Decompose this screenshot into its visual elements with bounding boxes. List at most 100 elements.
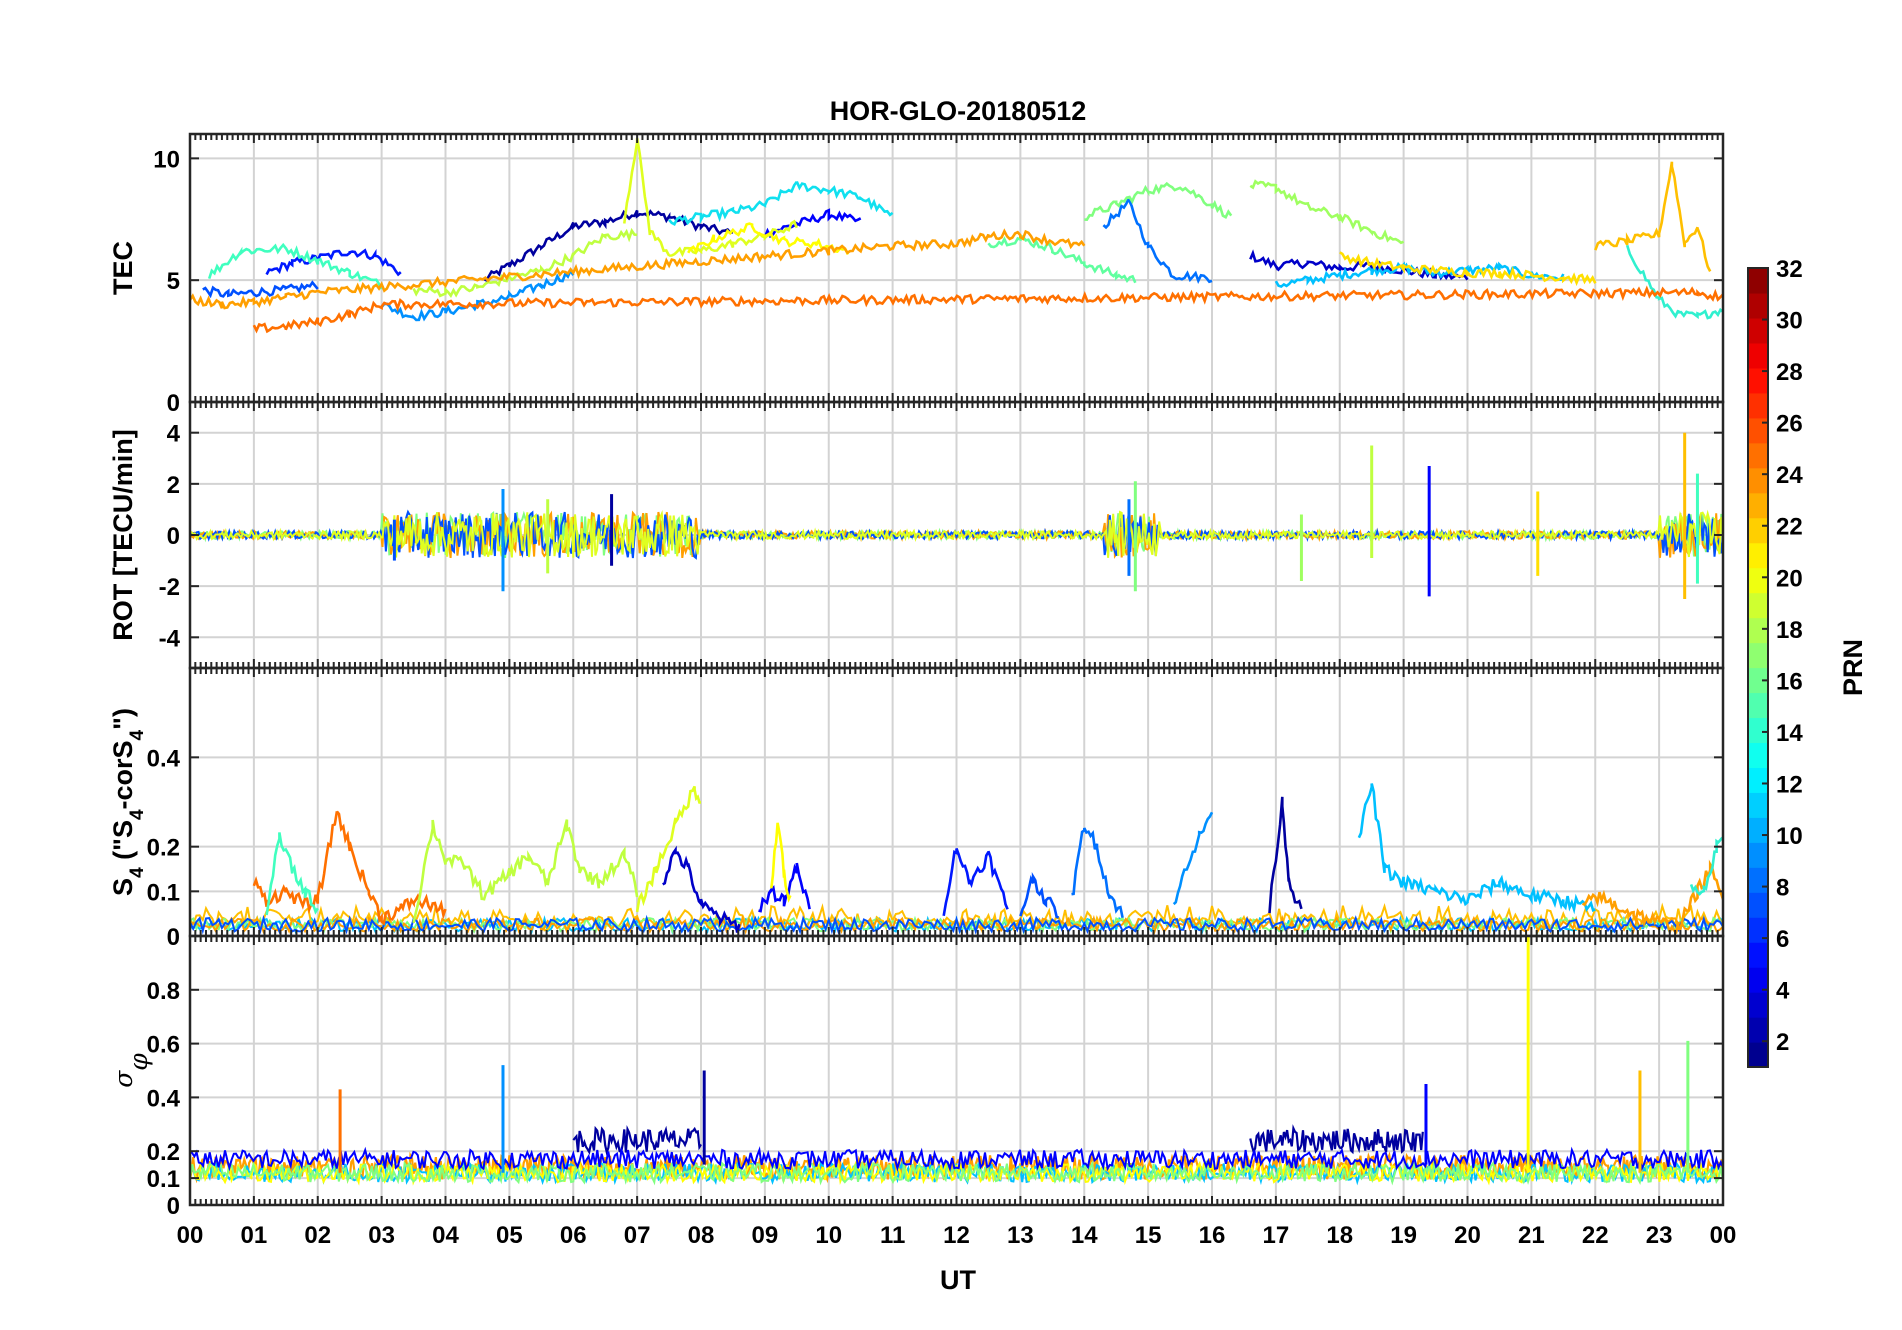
tec-series-prn-23 <box>190 228 1086 310</box>
panel-tec-data <box>190 137 1723 334</box>
s4-series-prn-5 <box>942 848 1009 917</box>
colorbar-swatch <box>1748 492 1768 519</box>
colorbar-swatch <box>1748 292 1768 319</box>
y-tick-label: -2 <box>159 574 180 601</box>
colorbar-tick-label: 10 <box>1776 823 1803 850</box>
colorbar-swatch <box>1748 667 1768 694</box>
colorbar-swatch <box>1748 367 1768 394</box>
panel-sigma_phi: 00.10.2 0.4 0.6 0.8 σφ <box>109 934 1725 1220</box>
x-tick-label: 02 <box>304 1222 331 1249</box>
s4-series-prn-6 <box>1019 871 1060 919</box>
colorbar-frame <box>1747 267 1769 1068</box>
colorbar-label: PRN <box>1838 639 1868 696</box>
x-tick-label: 17 <box>1263 1222 1290 1249</box>
y-tick-label: 5 <box>167 268 180 295</box>
colorbar-swatch <box>1748 392 1768 419</box>
sigma-band-prn-1 <box>1249 1124 1424 1155</box>
tec-series-prn-14 <box>207 242 383 290</box>
y-tick-label: 0 <box>167 523 180 550</box>
x-tick-label: 20 <box>1454 1222 1481 1249</box>
s4-series-prn-18 <box>412 819 639 924</box>
colorbar-swatch <box>1748 517 1768 544</box>
y-tick-label: 0.6 <box>147 1032 180 1059</box>
s4-series-prn-24 <box>252 810 447 927</box>
s4-series-prn-13 <box>1689 836 1723 896</box>
colorbar-swatch <box>1748 792 1768 818</box>
tec-series-prn-4 <box>763 208 862 239</box>
x-tick-label: 19 <box>1390 1222 1417 1249</box>
colorbar-swatch <box>1748 942 1768 968</box>
colorbar-swatch <box>1748 717 1768 744</box>
panel-rot: -4 -2 0 2 4 ROT [TECU/min] <box>108 400 1725 670</box>
s4-series-prn-20 <box>770 822 792 903</box>
x-tick-label: 23 <box>1646 1222 1673 1249</box>
x-tick-label: 10 <box>815 1222 842 1249</box>
y-axis-label-sigma_phi: σφ <box>109 1053 153 1088</box>
x-tick-label: 16 <box>1199 1222 1226 1249</box>
y-tick-label: 4 <box>167 421 181 448</box>
y-tick-label: 0.2 <box>147 835 180 862</box>
tec-series-prn-9 <box>380 267 575 322</box>
panel-rot-data <box>190 432 1723 599</box>
colorbar-tick-label: 18 <box>1776 617 1803 644</box>
x-tick-labels: 00 01 02 03 04 05 06 07 08 09 10 11 12 13 14 15 16 17 18 19… <box>177 1222 1737 1249</box>
tec-series-prn-19 <box>623 137 798 258</box>
y-tick-label: 0.4 <box>147 745 181 772</box>
s4-series-prn-4 <box>758 862 811 913</box>
y-tick-label: 0 <box>167 1193 180 1220</box>
colorbar-swatch <box>1748 268 1768 294</box>
tec-series-prn-21 <box>1339 251 1597 287</box>
colorbar-tick-label: 30 <box>1776 308 1803 335</box>
colorbar-tick-label: 16 <box>1776 668 1803 695</box>
x-tick-label: 18 <box>1326 1222 1353 1249</box>
colorbar-swatch <box>1748 342 1768 369</box>
colorbar-swatch <box>1748 467 1768 494</box>
x-tick-label: 06 <box>560 1222 587 1249</box>
colorbar-swatch <box>1748 817 1768 843</box>
x-tick-label: 03 <box>368 1222 395 1249</box>
colorbar-tick-label: 28 <box>1776 359 1803 386</box>
y-tick-label: 0.1 <box>147 879 180 906</box>
tec-series-prn-16 <box>1084 181 1233 222</box>
colorbar-tick-label: 6 <box>1776 926 1789 953</box>
x-tick-label: 09 <box>752 1222 779 1249</box>
panel-s4-data <box>190 783 1723 936</box>
y-tick-label: 0.4 <box>147 1085 181 1112</box>
colorbar-swatch <box>1748 1042 1768 1068</box>
y-tick-label: 0.1 <box>147 1166 180 1193</box>
y-tick-label: 10 <box>153 146 180 173</box>
colorbar-swatch <box>1748 617 1768 644</box>
colorbar-swatch <box>1748 542 1768 569</box>
tec-series-prn-5 <box>265 248 402 277</box>
colorbar-swatch <box>1748 992 1768 1018</box>
y-axis-label-rot: ROT [TECU/min] <box>108 429 138 640</box>
panel-sigma_phi-data <box>190 936 1723 1186</box>
y-axis-label-tec: TEC <box>108 241 138 295</box>
colorbar-swatch <box>1748 592 1768 619</box>
y-axis-label-s4: S4 ("S4-corS4") <box>108 708 148 896</box>
y-tick-label: -4 <box>159 625 181 652</box>
x-tick-label: 00 <box>177 1222 204 1249</box>
x-tick-label: 14 <box>1071 1222 1098 1249</box>
colorbar-swatch <box>1748 317 1768 344</box>
colorbar-tick-label: 20 <box>1776 565 1803 592</box>
x-tick-label: 15 <box>1135 1222 1162 1249</box>
y-tick-label: 0 <box>167 924 180 951</box>
x-tick-label: 21 <box>1518 1222 1545 1249</box>
x-tick-label: 07 <box>624 1222 651 1249</box>
x-tick-label: 12 <box>943 1222 970 1249</box>
y-tick-label: 0.8 <box>147 978 180 1005</box>
tec-series-prn-18 <box>412 227 638 299</box>
colorbar-swatch <box>1748 742 1768 768</box>
x-tick-label: 11 <box>880 1222 905 1249</box>
colorbar-swatch <box>1748 417 1768 444</box>
sigma-noise-band <box>190 1159 1723 1186</box>
x-tick-label: 22 <box>1582 1222 1609 1249</box>
x-tick-label: 04 <box>432 1222 459 1249</box>
x-tick-label: 13 <box>1007 1222 1034 1249</box>
tec-series-prn-12 <box>668 180 894 226</box>
colorbar-tick-label: 26 <box>1776 411 1803 438</box>
